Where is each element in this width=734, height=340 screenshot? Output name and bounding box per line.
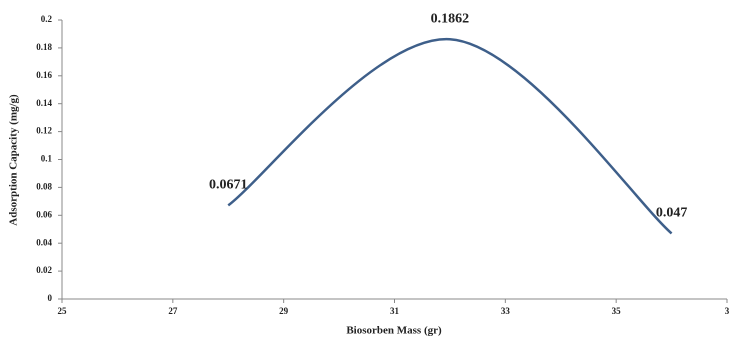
y-tick-label: 0.18 — [36, 42, 52, 52]
y-tick-label: 0.16 — [36, 70, 52, 80]
line — [227, 37, 673, 235]
y-tick-label: 0.2 — [41, 14, 53, 24]
x-tick-label: 29 — [279, 306, 289, 316]
y-tick-label: 0.04 — [36, 237, 52, 247]
x-tick-label: 31 — [390, 306, 400, 316]
y-tick-label: 0.06 — [36, 209, 52, 219]
y-tick-label: 0.14 — [36, 98, 52, 108]
data-label: 0.1862 — [431, 11, 470, 26]
x-tick-label: 25 — [58, 306, 68, 316]
x-tick-label: 33 — [501, 306, 511, 316]
data-label: 0.0671 — [209, 178, 248, 193]
x-axis-label: Biosorben Mass (gr) — [346, 325, 442, 337]
y-tick-label: 0.12 — [36, 126, 52, 136]
y-axis-label: Adsorption Capacity (mg/g) — [8, 94, 20, 226]
x-tick-label: 27 — [168, 306, 178, 316]
y-tick-label: 0.02 — [36, 265, 52, 275]
y-tick-label: 0 — [48, 293, 53, 303]
x-tick-label: 3 — [725, 306, 730, 316]
x-tick-label: 35 — [612, 306, 622, 316]
y-tick-label: 0.1 — [41, 154, 53, 164]
data-label: 0.047 — [656, 206, 688, 221]
y-tick-label: 0.08 — [36, 181, 52, 191]
